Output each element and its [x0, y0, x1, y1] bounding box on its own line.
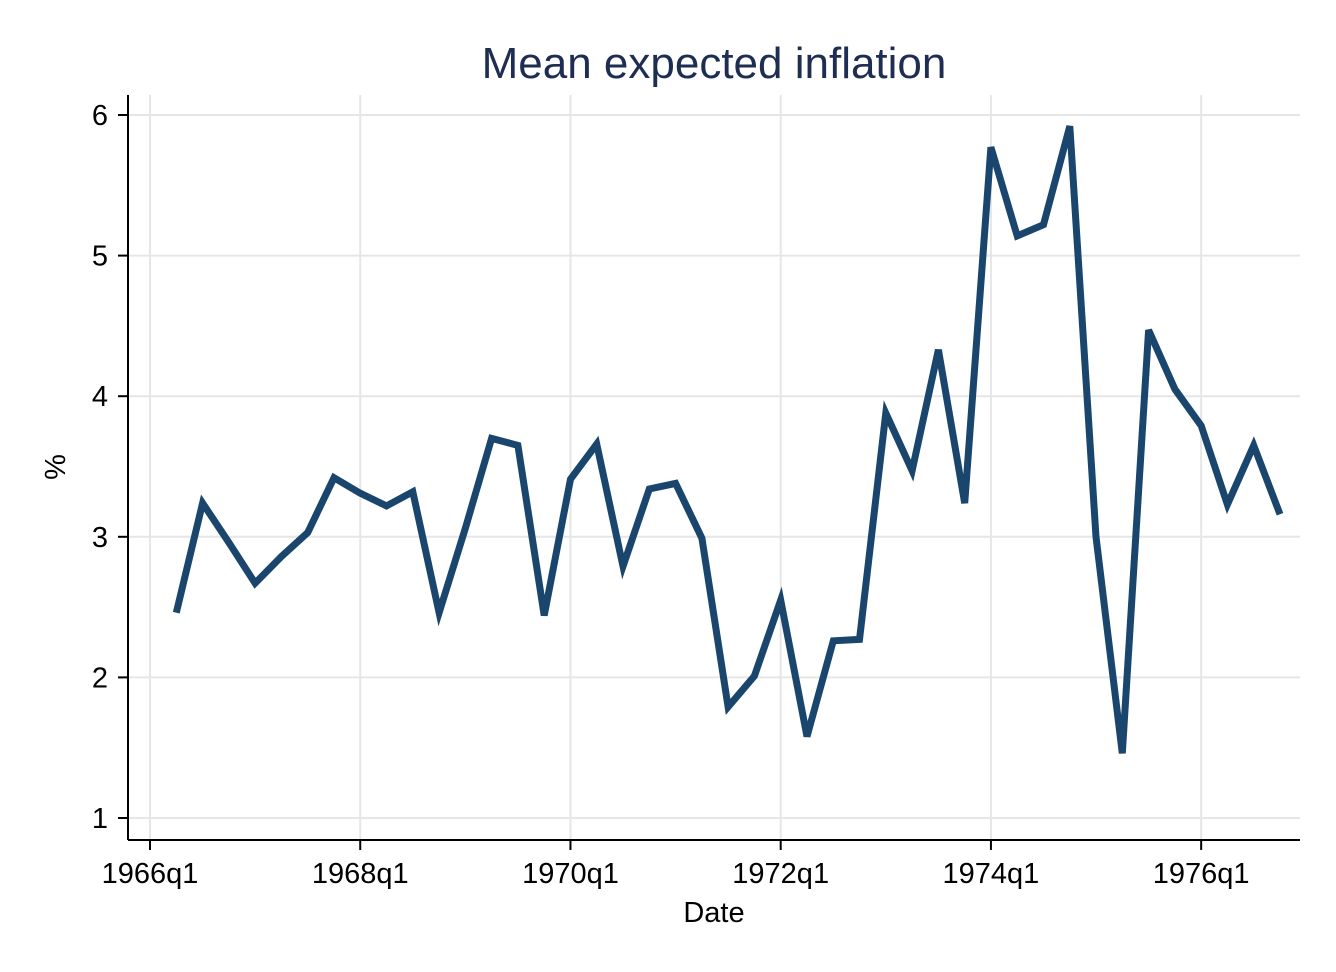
y-tick-label-2: 3: [92, 522, 108, 554]
y-tick-label-5: 6: [92, 100, 108, 132]
x-tick-label-5: 1976q1: [1153, 858, 1250, 890]
ticks: 1 2 3 4 5 6 1966q1 1968q1 1970q1 1972q1 1974q1 1976…: [92, 100, 1250, 890]
x-tick-label-2: 1970q1: [522, 858, 619, 890]
y-tick-label-0: 1: [92, 803, 108, 835]
chart-title: Mean expected inflation: [482, 39, 947, 88]
x-axis-label: Date: [683, 897, 744, 929]
series-line-0: [172, 125, 1284, 754]
y-tick-label-1: 2: [92, 662, 108, 694]
y-axis-label: %: [40, 454, 72, 480]
grid-lines: [128, 95, 1300, 840]
y-tick-label-4: 5: [92, 241, 108, 273]
series-layer: [172, 125, 1284, 754]
x-tick-label-3: 1972q1: [732, 858, 829, 890]
x-tick-label-4: 1974q1: [943, 858, 1040, 890]
x-tick-label-0: 1966q1: [102, 858, 199, 890]
x-tick-label-1: 1968q1: [312, 858, 409, 890]
axes: [127, 95, 1300, 841]
y-tick-label-3: 4: [92, 381, 108, 413]
